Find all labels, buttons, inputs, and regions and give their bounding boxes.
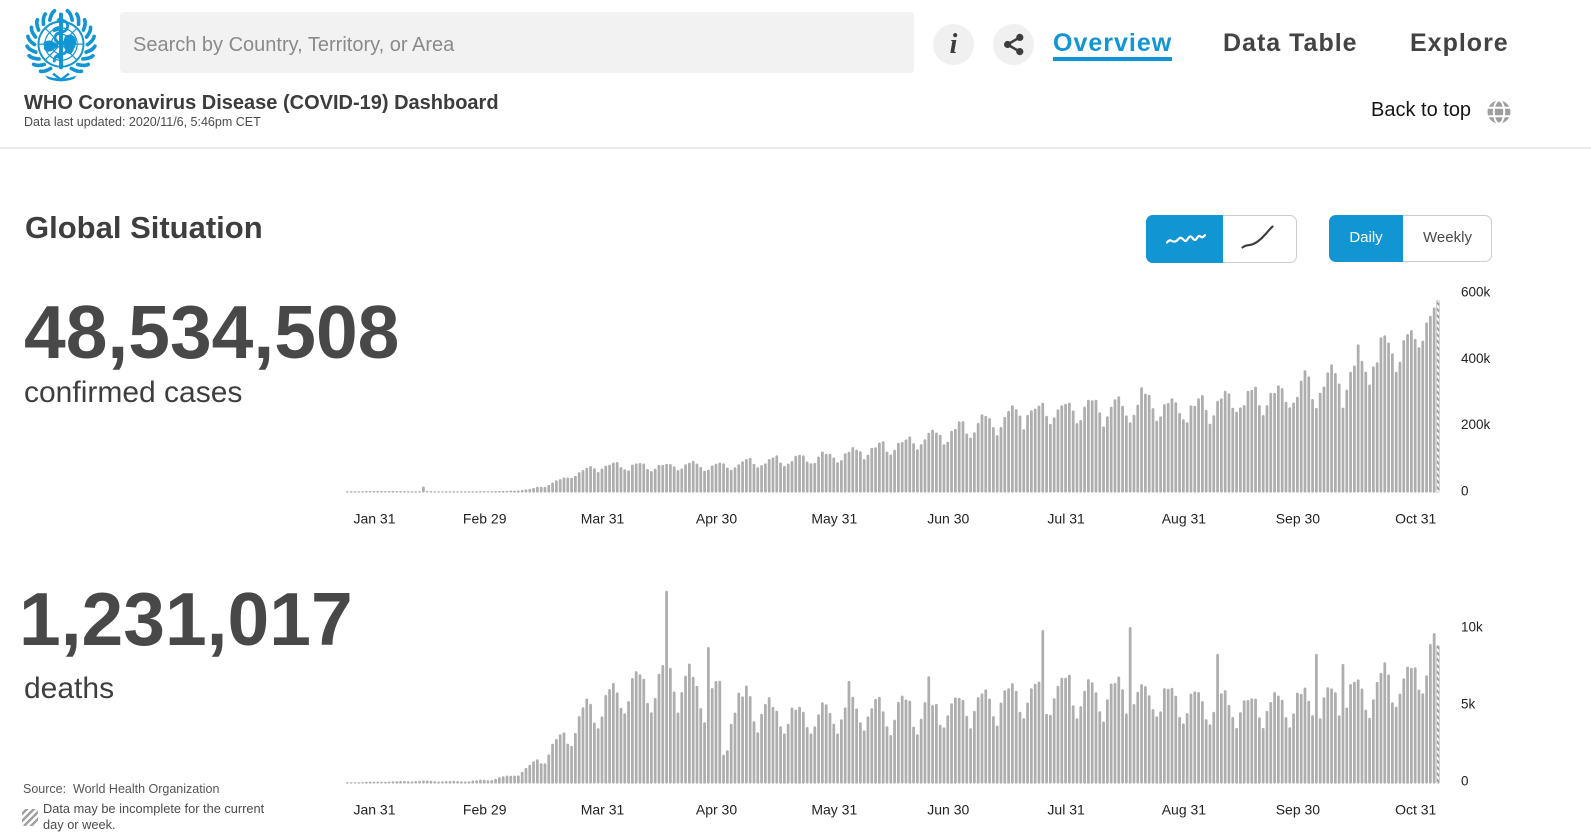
- svg-text:May 31: May 31: [811, 511, 857, 527]
- svg-text:0: 0: [1461, 484, 1469, 499]
- svg-text:400k: 400k: [1461, 351, 1491, 366]
- svg-text:Aug 31: Aug 31: [1162, 802, 1207, 818]
- svg-text:Jul 31: Jul 31: [1047, 802, 1085, 818]
- svg-text:0: 0: [1461, 774, 1469, 789]
- svg-text:5k: 5k: [1461, 697, 1476, 712]
- svg-text:Sep 30: Sep 30: [1276, 802, 1321, 818]
- svg-text:Oct 31: Oct 31: [1395, 802, 1436, 818]
- svg-text:May 31: May 31: [811, 802, 857, 818]
- svg-text:Feb 29: Feb 29: [463, 511, 507, 527]
- svg-text:Mar 31: Mar 31: [581, 802, 625, 818]
- svg-text:Oct 31: Oct 31: [1395, 511, 1436, 527]
- svg-text:Jan 31: Jan 31: [353, 802, 395, 818]
- svg-text:Jun 30: Jun 30: [927, 802, 969, 818]
- svg-text:Apr 30: Apr 30: [696, 802, 737, 818]
- svg-text:200k: 200k: [1461, 417, 1491, 432]
- svg-text:Jun 30: Jun 30: [927, 511, 969, 527]
- svg-text:Sep 30: Sep 30: [1276, 511, 1321, 527]
- svg-text:Mar 31: Mar 31: [581, 511, 625, 527]
- svg-text:Jul 31: Jul 31: [1047, 511, 1085, 527]
- svg-text:600k: 600k: [1461, 285, 1491, 300]
- svg-text:10k: 10k: [1461, 620, 1483, 635]
- svg-text:Feb 29: Feb 29: [463, 802, 507, 818]
- svg-text:Aug 31: Aug 31: [1162, 511, 1207, 527]
- svg-text:Jan 31: Jan 31: [353, 511, 395, 527]
- svg-text:Apr 30: Apr 30: [696, 511, 737, 527]
